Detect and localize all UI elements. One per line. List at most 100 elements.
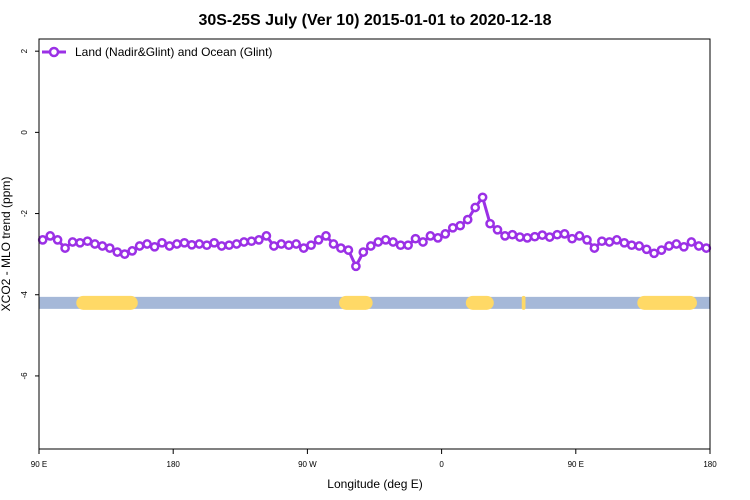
data-point	[358, 247, 369, 257]
data-point	[447, 222, 458, 233]
data-point	[134, 241, 145, 251]
x-axis-label: Longitude (deg E)	[327, 477, 422, 491]
data-point	[515, 232, 525, 242]
data-point	[127, 246, 138, 256]
data-point	[179, 237, 190, 248]
data-point	[373, 237, 384, 247]
legend: Land (Nadir&Glint) and Ocean (Glint)	[42, 45, 272, 59]
series-layer	[37, 192, 712, 272]
data-point	[157, 237, 167, 248]
data-point	[37, 235, 48, 245]
data-point	[321, 231, 331, 241]
data-point	[455, 220, 466, 231]
series-line	[41, 195, 707, 268]
data-point	[269, 241, 279, 251]
data-point	[492, 224, 503, 235]
data-point	[380, 235, 391, 245]
data-point	[172, 239, 182, 249]
data-point	[246, 236, 257, 247]
data-point	[626, 240, 637, 251]
x-tick-label: 90 E	[31, 460, 47, 469]
data-point	[60, 243, 70, 253]
data-point	[75, 237, 85, 248]
data-point	[433, 233, 443, 243]
data-point	[611, 235, 622, 245]
data-point	[343, 245, 354, 255]
data-point	[261, 231, 272, 241]
land-segment	[339, 295, 373, 310]
data-point	[52, 235, 63, 245]
data-point	[559, 229, 570, 239]
data-point	[216, 241, 227, 251]
data-point	[537, 230, 548, 240]
data-point	[619, 237, 630, 248]
y-tick-label: -4	[20, 291, 29, 299]
data-point	[589, 243, 600, 253]
data-point	[693, 241, 704, 251]
plot-frame	[38, 38, 711, 450]
data-point	[410, 233, 421, 244]
data-point	[664, 241, 674, 251]
data-point	[529, 231, 540, 242]
data-point	[239, 237, 249, 247]
y-tick-label: -6	[20, 372, 29, 380]
data-point	[649, 248, 659, 259]
land-segment	[76, 295, 138, 310]
x-tick-label: 90 E	[568, 460, 584, 469]
data-point	[388, 237, 398, 247]
data-point	[313, 235, 324, 245]
data-point	[149, 241, 160, 252]
ocean-band	[39, 296, 710, 309]
data-point	[418, 237, 428, 247]
data-point	[291, 239, 302, 249]
data-point	[254, 235, 264, 245]
data-point	[701, 243, 712, 253]
data-point	[403, 240, 413, 251]
y-tick-label: 0	[20, 130, 29, 135]
data-point	[552, 229, 563, 240]
data-point	[470, 202, 481, 213]
x-tick-label: 180	[703, 460, 717, 469]
data-point	[634, 241, 645, 251]
data-point	[522, 233, 533, 243]
x-tick-label: 0	[439, 460, 444, 469]
data-point	[567, 233, 577, 244]
data-point	[112, 247, 123, 257]
surface-band	[39, 295, 710, 310]
data-point	[336, 243, 346, 253]
data-point	[507, 229, 518, 240]
data-point	[194, 239, 205, 249]
y-axis: 2 0 -2 -4 -6	[20, 48, 39, 379]
data-point	[500, 231, 510, 241]
data-point	[186, 239, 197, 250]
data-point	[298, 243, 309, 253]
legend-label: Land (Nadir&Glint) and Ocean (Glint)	[75, 45, 272, 59]
data-point	[582, 235, 592, 245]
data-point	[119, 249, 130, 259]
y-tick-label: 2	[20, 48, 29, 53]
data-point	[574, 231, 585, 241]
data-point	[306, 240, 316, 251]
data-point	[686, 237, 697, 247]
x-tick-label: 90 W	[298, 460, 317, 469]
land-segment	[521, 295, 526, 310]
data-point	[365, 241, 376, 251]
data-point	[425, 231, 436, 241]
data-point	[231, 239, 242, 249]
y-tick-label: -2	[20, 209, 29, 217]
data-point	[201, 240, 212, 251]
data-point	[283, 240, 294, 251]
chart-title: 30S-25S July (Ver 10) 2015-01-01 to 2020…	[198, 12, 551, 29]
data-point	[82, 236, 93, 247]
data-point	[656, 245, 667, 255]
data-point	[276, 239, 287, 249]
data-point	[477, 192, 488, 203]
data-point	[328, 239, 339, 249]
data-point	[351, 261, 361, 272]
data-point	[45, 231, 56, 241]
legend-marker-swatch	[48, 46, 60, 58]
data-point	[485, 218, 495, 229]
data-point	[104, 243, 115, 253]
data-point	[597, 236, 607, 247]
